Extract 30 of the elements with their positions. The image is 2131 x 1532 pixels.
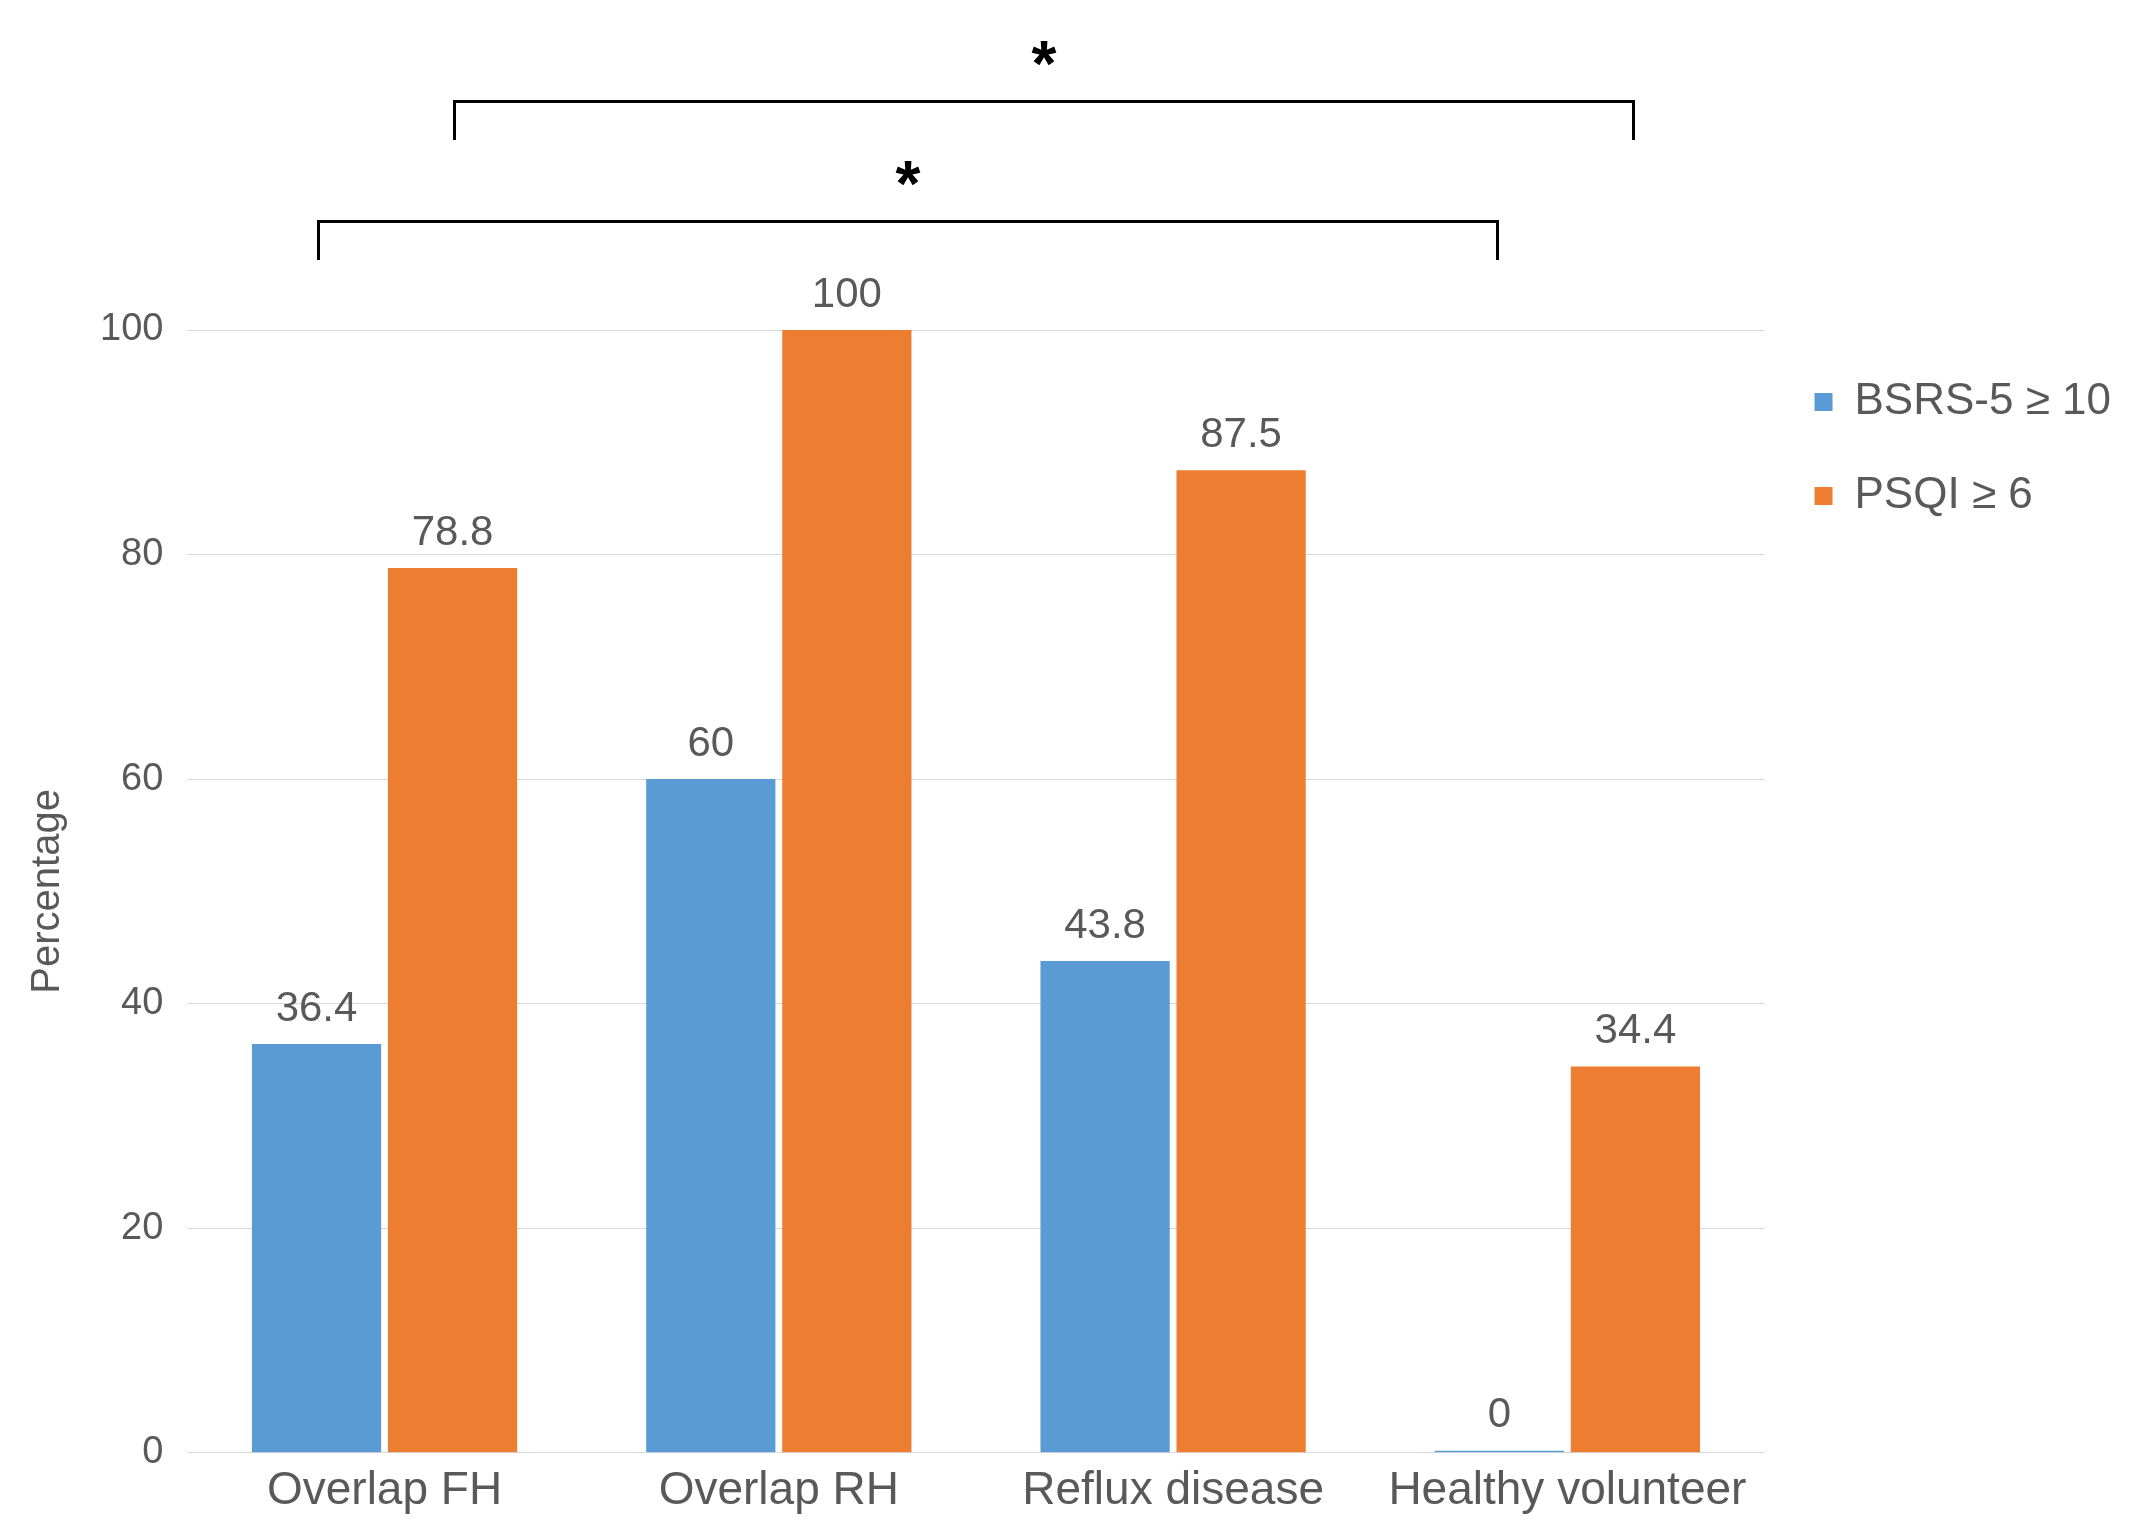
data-label: 36.4 <box>275 982 358 1030</box>
y-tick-label: 40 <box>121 980 164 1023</box>
legend-label: PSQI ≥ 6 <box>1854 468 2033 518</box>
y-tick-label: 80 <box>121 531 164 574</box>
x-tick-label: Overlap RH <box>658 1462 899 1515</box>
bar <box>387 568 518 1453</box>
y-tick-label: 100 <box>100 306 164 349</box>
data-label: 0 <box>1487 1389 1512 1437</box>
data-label: 43.8 <box>1064 899 1146 947</box>
bar <box>1040 961 1170 1453</box>
x-tick-label: Overlap FH <box>266 1462 503 1515</box>
bar <box>646 779 776 1453</box>
y-tick-label: 20 <box>121 1204 164 1247</box>
bar <box>1176 470 1306 1453</box>
x-tick-label: Healthy volunteer <box>1388 1462 1747 1515</box>
data-label: 87.5 <box>1200 408 1282 456</box>
data-label: 60 <box>687 717 735 765</box>
y-tick-label: 60 <box>121 755 164 798</box>
bar <box>1570 1066 1701 1453</box>
y-axis-title: Percentage <box>23 789 68 994</box>
data-label: 100 <box>811 268 882 316</box>
data-label: 34.4 <box>1594 1005 1677 1053</box>
bar <box>251 1044 382 1453</box>
text: * <box>1031 28 1057 100</box>
data-label: 78.8 <box>411 506 494 554</box>
bar <box>782 330 912 1453</box>
legend-label: BSRS-5 ≥ 10 <box>1854 374 2111 424</box>
text: * <box>895 148 921 220</box>
x-tick-label: Reflux disease <box>1022 1462 1324 1515</box>
y-tick-label: 0 <box>142 1429 164 1472</box>
